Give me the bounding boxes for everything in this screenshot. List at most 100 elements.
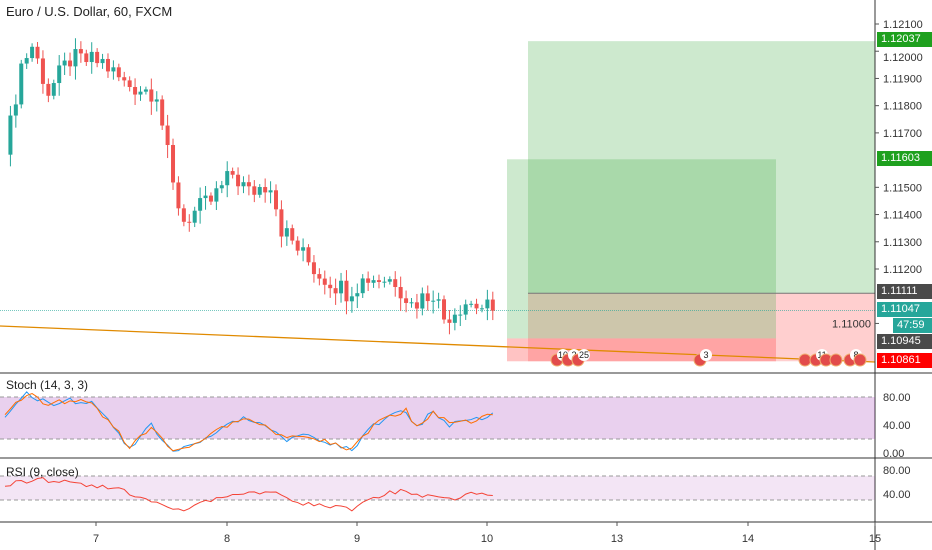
- candle-body: [274, 190, 278, 210]
- candle-body: [181, 208, 186, 222]
- candle-body: [219, 185, 224, 189]
- candle-body: [40, 58, 45, 84]
- candle-body: [138, 91, 143, 95]
- candle-body: [333, 288, 338, 294]
- candle-body: [68, 60, 73, 67]
- price-tick-label: 1.11900: [883, 73, 922, 85]
- candle-body: [431, 300, 436, 302]
- event-count: 25: [579, 350, 589, 360]
- chart-title: Euro / U.S. Dollar, 60, FXCM: [6, 4, 173, 19]
- candle-body: [279, 209, 284, 237]
- candle-body: [436, 299, 441, 301]
- candle-body: [19, 63, 24, 105]
- candle-body: [111, 67, 116, 72]
- price-tick-label: 1.12000: [883, 52, 923, 64]
- price-tick-label: 1.11300: [883, 237, 922, 249]
- entry-label: 1.11111: [877, 284, 932, 299]
- candle-body: [458, 314, 463, 316]
- candle-body: [35, 46, 40, 59]
- stoch-band: [0, 397, 875, 439]
- candle-body: [73, 49, 78, 67]
- candle-body: [8, 115, 13, 155]
- candle-body: [268, 190, 273, 193]
- candle-body: [382, 281, 387, 283]
- candle-body: [295, 240, 300, 251]
- candle-body: [263, 187, 268, 193]
- candle-body: [398, 287, 403, 299]
- price-tick-label: 1.11500: [883, 182, 922, 194]
- candle-body: [452, 314, 457, 323]
- candle-body: [447, 319, 452, 323]
- candle-body: [127, 80, 132, 88]
- candle-body: [290, 228, 295, 241]
- candle-body: [371, 280, 376, 283]
- position-tp-zone: [528, 41, 875, 294]
- candle-body: [171, 145, 176, 183]
- price-tick-label: 1.11400: [883, 210, 922, 222]
- rsi-tick-label: 40.00: [883, 489, 911, 501]
- candle-body: [339, 280, 344, 294]
- candle-body: [317, 274, 322, 279]
- stoch-d-line: [4, 393, 493, 452]
- stoch-tick-label: 80.00: [883, 392, 911, 404]
- candle-body: [100, 58, 105, 64]
- candle-body: [257, 187, 262, 195]
- candle-body: [442, 299, 447, 320]
- time-tick-label: 13: [611, 533, 623, 545]
- candle-body: [241, 182, 246, 187]
- event-count-badge: [578, 349, 590, 361]
- candle-body: [154, 99, 159, 102]
- trendline: [0, 325, 876, 363]
- sl-label: 1.10861: [877, 353, 932, 368]
- candle-body: [165, 125, 170, 146]
- candle-body: [230, 171, 235, 175]
- price-tick-label: 1.11800: [883, 101, 922, 113]
- candle-body: [469, 303, 474, 305]
- candle-body: [160, 99, 165, 126]
- candle-body: [474, 303, 479, 309]
- candle-body: [463, 304, 468, 315]
- stoch-tick-label: 0.00: [883, 448, 904, 460]
- rsi-title: RSI (9, close): [6, 465, 79, 479]
- candle-body: [404, 298, 409, 303]
- candle-body: [192, 210, 197, 223]
- candle-body: [198, 198, 203, 211]
- candle-body: [30, 46, 35, 59]
- candle-body: [349, 296, 354, 302]
- candle-body: [176, 182, 181, 209]
- candle-body: [311, 262, 316, 275]
- candle-body: [95, 51, 100, 64]
- time-tick-label: 9: [354, 533, 360, 545]
- candle-body: [328, 284, 333, 289]
- candle-body: [13, 104, 18, 116]
- price-tick-label: 1.11700: [883, 128, 922, 140]
- candle-body: [409, 302, 414, 304]
- time-tick-label: 7: [93, 533, 99, 545]
- candle-body: [366, 278, 371, 283]
- candle-body: [306, 247, 311, 263]
- candle-body: [322, 278, 327, 285]
- event-flag-icon: [829, 353, 843, 367]
- time-tick-label: 14: [742, 533, 754, 545]
- candle-body: [78, 49, 83, 54]
- candle-body: [425, 293, 430, 302]
- candle-body: [414, 302, 419, 309]
- entry2-label: 1.10945: [877, 334, 932, 349]
- candle-body: [479, 308, 484, 310]
- candle-body: [393, 279, 398, 288]
- candle-body: [84, 53, 89, 63]
- stoch-tick-label: 40.00: [883, 420, 911, 432]
- time-tick-label: 10: [481, 533, 493, 545]
- candle-body: [420, 293, 425, 309]
- candle-body: [57, 65, 62, 84]
- candle-body: [376, 280, 381, 282]
- candle-body: [46, 83, 51, 96]
- candle-body: [187, 221, 192, 223]
- candle-body: [246, 182, 251, 187]
- candle-body: [225, 171, 230, 186]
- price-tick-label: 1.11000: [832, 318, 871, 330]
- last-price-label: 1.11047: [877, 302, 932, 317]
- event-count: 3: [703, 350, 708, 360]
- candle-body: [122, 77, 127, 81]
